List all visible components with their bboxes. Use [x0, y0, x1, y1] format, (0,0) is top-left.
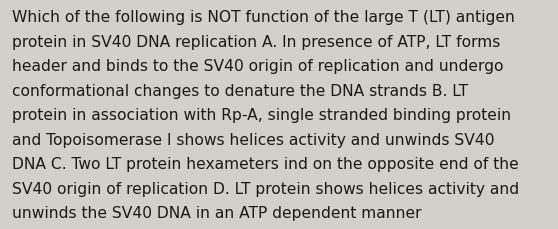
Text: protein in association with Rp-A, single stranded binding protein: protein in association with Rp-A, single…: [12, 108, 511, 123]
Text: Which of the following is NOT function of the large T (LT) antigen: Which of the following is NOT function o…: [12, 10, 515, 25]
Text: SV40 origin of replication D. LT protein shows helices activity and: SV40 origin of replication D. LT protein…: [12, 181, 519, 196]
Text: unwinds the SV40 DNA in an ATP dependent manner: unwinds the SV40 DNA in an ATP dependent…: [12, 205, 422, 220]
Text: and Topoisomerase I shows helices activity and unwinds SV40: and Topoisomerase I shows helices activi…: [12, 132, 495, 147]
Text: header and binds to the SV40 origin of replication and undergo: header and binds to the SV40 origin of r…: [12, 59, 504, 74]
Text: conformational changes to denature the DNA strands B. LT: conformational changes to denature the D…: [12, 84, 468, 98]
Text: protein in SV40 DNA replication A. In presence of ATP, LT forms: protein in SV40 DNA replication A. In pr…: [12, 35, 501, 50]
Text: DNA C. Two LT protein hexameters ind on the opposite end of the: DNA C. Two LT protein hexameters ind on …: [12, 157, 519, 172]
